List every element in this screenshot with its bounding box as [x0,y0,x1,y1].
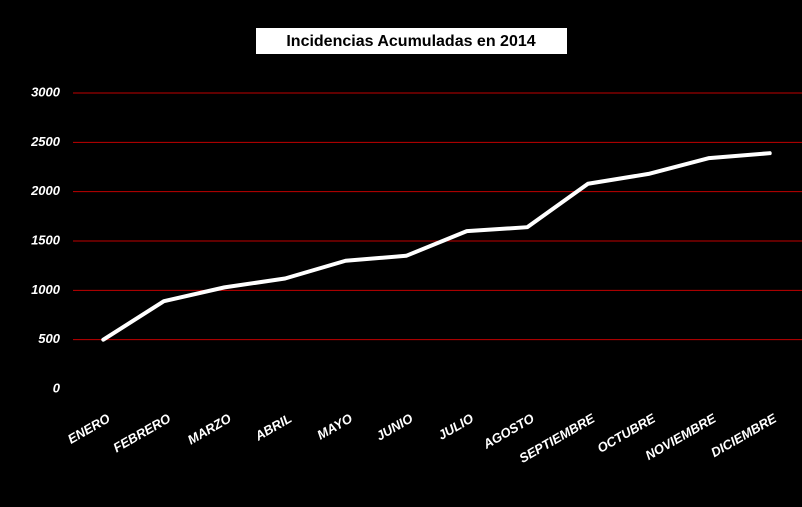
y-tick-label: 2500 [30,134,61,149]
x-tick-label: MAYO [314,411,354,443]
x-tick-label: DICIEMBRE [708,410,779,460]
title-box [256,28,567,54]
y-tick-label: 3000 [31,84,61,99]
y-tick-label: 0 [53,380,61,395]
x-tick-label: ABRIL [251,411,294,444]
x-tick-label: JUNIO [374,411,416,444]
x-tick-label: MARZO [185,411,234,448]
x-tick-label: FEBRERO [111,411,174,456]
chart-title: Incidencias Acumuladas en 2014 [286,33,535,50]
y-tick-label: 500 [38,331,60,346]
y-tick-label: 1000 [31,282,61,297]
y-tick-label: 1500 [31,232,61,247]
y-tick-label: 2000 [30,183,61,198]
data-line [101,151,772,342]
x-tick-label: ENERO [65,411,113,447]
x-tick-label: JULIO [435,411,476,443]
